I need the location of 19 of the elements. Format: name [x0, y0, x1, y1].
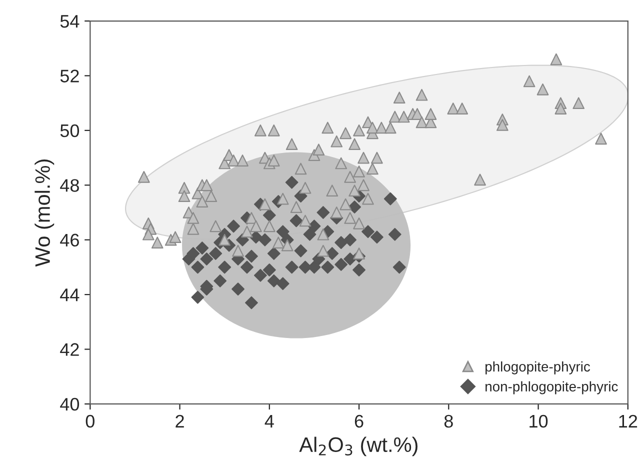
x-tick-label: 2: [176, 414, 184, 428]
y-tick-label: 40: [60, 398, 80, 411]
x-axis-title: Al$_{2}$O$_{3}$ (wt.%): [299, 436, 418, 456]
x-tick-label: 8: [444, 414, 453, 428]
y-axis-title: Wo (mol.%): [34, 160, 54, 267]
x-tick-label: 10: [530, 414, 548, 428]
x-tick-label: 6: [354, 414, 364, 428]
x-tick-label: 12: [619, 414, 638, 428]
y-tick-label: 44: [60, 288, 80, 302]
y-tick-label: 42: [60, 343, 79, 356]
y-tick-label: 50: [60, 124, 80, 138]
y-tick-label: 54: [60, 15, 80, 28]
legend-label: non-phlogopite-phyric: [486, 381, 618, 394]
x-tick-label: 0: [86, 414, 94, 428]
y-tick-label: 52: [60, 70, 79, 82]
y-tick-label: 46: [60, 234, 79, 247]
y-tick-label: 48: [60, 179, 79, 192]
x-tick-label: 4: [264, 415, 274, 428]
legend-label: phlogopite-phyric: [486, 361, 590, 374]
